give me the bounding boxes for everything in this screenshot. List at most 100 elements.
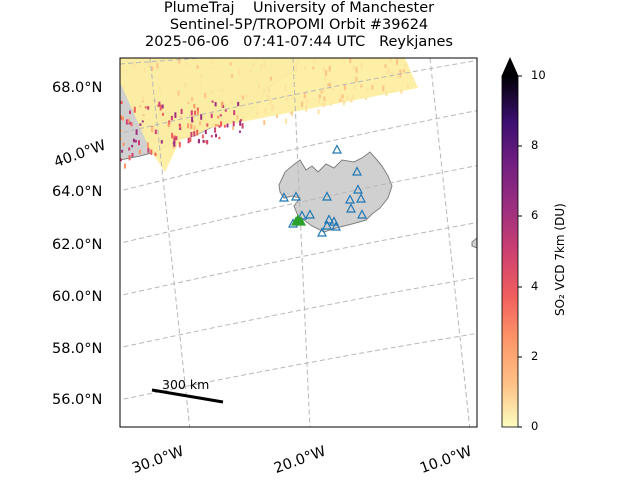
colorbar-tick-6: 6 [531,208,539,222]
so2-pixel [179,127,182,130]
so2-pixel [210,113,213,119]
so2-pixel [221,101,224,108]
so2-pixel [199,120,202,126]
so2-pixel [240,119,243,122]
so2-pixel [324,76,327,81]
so2-pixel [144,106,147,109]
so2-pixel [318,94,321,99]
so2-pixel [236,115,239,120]
so2-pixel [327,83,330,86]
so2-pixel [191,116,194,123]
colorbar-tick-10: 10 [531,68,546,82]
active-volcano-marker [291,216,301,226]
so2-pixel [229,62,232,66]
lat-label-62: 62.0°N [52,237,103,253]
so2-pixel [331,88,334,91]
so2-pixel [355,66,358,73]
lat-label-68: 68.0°N [52,80,103,96]
so2-pixel [162,112,164,116]
so2-pixel [132,138,135,143]
volcano-marker [291,191,301,201]
so2-pixel [157,104,160,107]
so2-pixel [360,62,363,69]
volcano-marker [317,227,327,237]
so2-pixel [158,89,161,93]
so2-pixel [127,118,130,124]
so2-pixel [218,125,221,128]
so2-pixel [321,102,324,106]
so2-pixel [284,85,287,91]
so2-pixel [133,62,136,67]
so2-pixel [187,101,190,104]
so2-pixel [143,68,146,73]
so2-pixel [343,84,346,91]
so2-pixel [193,104,196,109]
so2-pixel [360,84,363,88]
so2-pixel [293,64,296,69]
map-frame [119,57,478,428]
so2-pixel [120,129,123,132]
volcano-marker [353,184,363,194]
so2-pixel [196,65,199,69]
so2-pixel [178,58,181,64]
so2-pixel [271,107,274,111]
so2-pixel [141,100,144,103]
so2-pixel [151,66,154,71]
so2-pixel [185,62,188,66]
so2-pixel [120,158,122,162]
so2-pixel [200,113,203,120]
so2-pixel [161,104,164,109]
so2-pixel [151,127,154,132]
so2-pixel [232,126,235,130]
so2-pixel [341,96,344,102]
so2-pixel [382,85,385,92]
so2-pixel [190,132,193,137]
so2-pixel [122,142,125,147]
so2-pixel [276,114,278,118]
so2-pixel [190,110,193,116]
volcano-marker [324,214,334,224]
so2-pixel [241,123,244,129]
so2-pixel [402,69,405,73]
so2-pixel [190,123,193,129]
so2-pixel [168,120,171,125]
so2-pixel [179,116,182,119]
so2-pixel [290,112,293,115]
so2-pixel [249,69,252,73]
so2-pixel [220,89,223,92]
so2-pixel [135,129,138,135]
so2-pixel [158,101,161,107]
so2-pixel [292,95,295,100]
so2-pixel [204,140,207,143]
so2-pixel [211,89,214,94]
so2-pixel [138,149,141,155]
so2-pixel [196,129,199,136]
so2-pixel [230,99,233,104]
so2-pixel [202,139,205,143]
so2-pixel [120,114,122,119]
scale-bar-label: 300 km [162,377,210,392]
so2-pixel [177,90,180,96]
so2-pixel [171,132,174,139]
so2-pixel [265,94,268,99]
so2-pixel [269,99,272,106]
so2-pixel [305,105,308,112]
so2-pixel [121,149,124,153]
so2-pixel [313,59,316,64]
so2-pixel [167,123,170,127]
so2-pixel [142,96,145,101]
so2-pixel [219,114,222,117]
so2-pixel [206,140,209,145]
so2-pixel [385,70,388,74]
so2-pixel [399,73,402,78]
volcano-marker [279,192,289,202]
so2-pixel [173,137,176,144]
so2-pixel [193,131,196,137]
so2-pixel [366,88,369,91]
so2-pixel [252,62,255,67]
so2-pixel [173,141,176,147]
so2-pixel [268,94,271,100]
so2-pixel [239,130,241,133]
so2-pixel [399,69,402,74]
so2-pixel [122,116,124,121]
